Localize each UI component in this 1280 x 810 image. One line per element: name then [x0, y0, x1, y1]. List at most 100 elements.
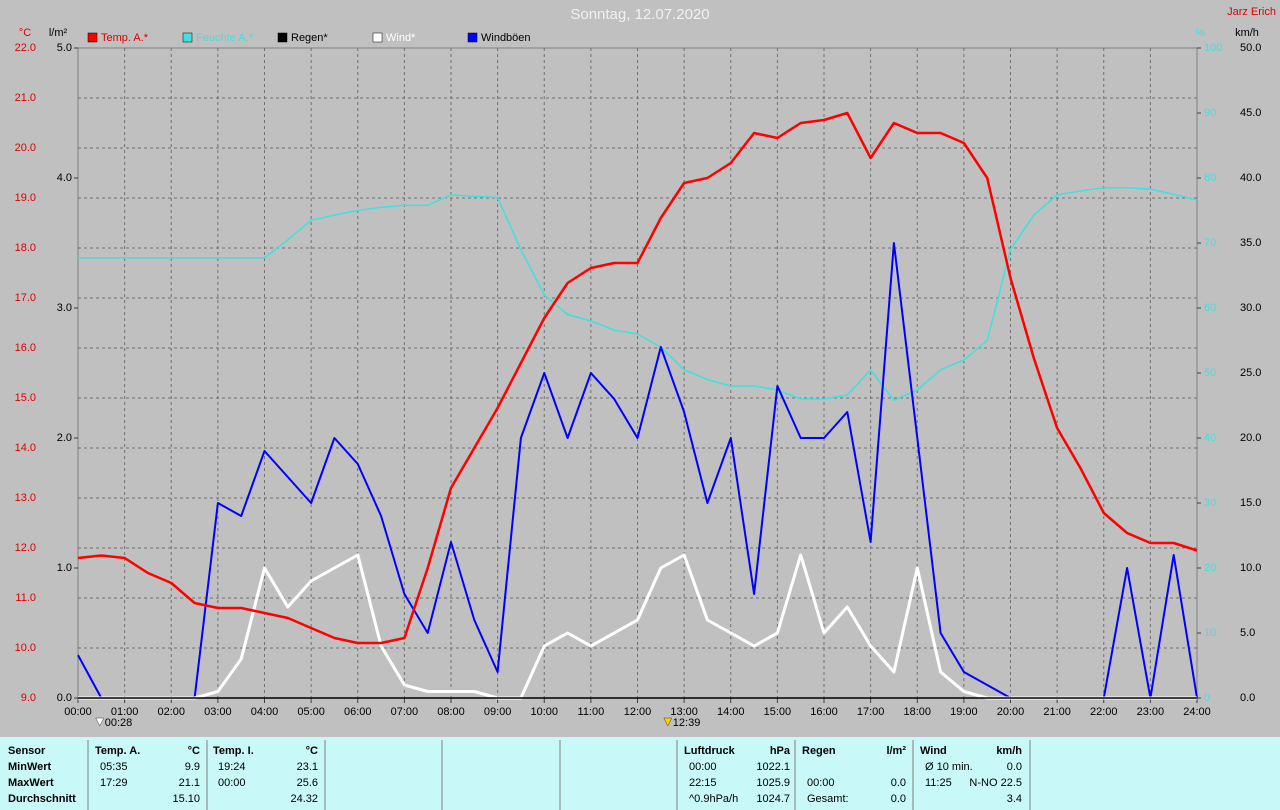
legend-swatch — [87, 32, 98, 43]
block-unit: °C — [188, 745, 200, 757]
x-tick-label: 05:00 — [297, 706, 325, 718]
y2-tick-label: 3.0 — [57, 302, 72, 314]
y3-tick-label: 50 — [1204, 367, 1216, 379]
y-tick-label: 11.0 — [15, 592, 36, 604]
y-tick-label: 9.0 — [21, 692, 36, 704]
row-label: MaxWert — [8, 777, 54, 789]
x-tick-label: 21:00 — [1043, 706, 1071, 718]
y4-tick-label: 35.0 — [1240, 237, 1261, 249]
stat-time: 11:25 — [925, 777, 952, 789]
legend-swatch — [467, 32, 478, 43]
sun-marker — [663, 717, 673, 727]
y-tick-label: 19.0 — [15, 192, 36, 204]
stat-value: 0.0 — [891, 777, 906, 789]
y3-tick-label: 70 — [1204, 237, 1216, 249]
legend-swatch — [277, 32, 288, 43]
y-tick-label: 22.0 — [15, 42, 36, 54]
x-tick-label: 15:00 — [764, 706, 792, 718]
legend-swatch — [182, 32, 193, 43]
y2-tick-label: 4.0 — [57, 172, 72, 184]
y2-tick-label: 2.0 — [57, 432, 72, 444]
stat-value: 24.32 — [290, 793, 318, 805]
sun-marker — [95, 717, 105, 727]
x-tick-label: 03:00 — [204, 706, 232, 718]
stat-time: 22:15 — [689, 777, 717, 789]
stat-time: Ø 10 min. — [925, 761, 973, 773]
x-tick-label: 22:00 — [1090, 706, 1118, 718]
stat-time: Gesamt: — [807, 793, 849, 805]
block-title: Temp. A. — [95, 745, 140, 757]
series-line — [78, 187, 1198, 402]
y-tick-label: 16.0 — [15, 342, 36, 354]
y-tick-label: 20.0 — [15, 142, 36, 154]
series-line — [77, 111, 1198, 645]
stat-value: 25.6 — [297, 777, 318, 789]
y4-tick-label: 15.0 — [1240, 497, 1261, 509]
x-tick-label: 10:00 — [530, 706, 558, 718]
stat-value: 21.1 — [179, 777, 200, 789]
y3-tick-label: 20 — [1204, 562, 1216, 574]
stat-value: 0.0 — [1007, 761, 1022, 773]
y4-tick-label: 10.0 — [1240, 562, 1261, 574]
y4-tick-label: 30.0 — [1240, 302, 1261, 314]
row-label: Sensor — [8, 745, 46, 757]
y-tick-label: 10.0 — [15, 642, 36, 654]
y4-axis-unit: km/h — [1235, 27, 1259, 39]
y-tick-label: 13.0 — [15, 492, 36, 504]
x-tick-label: 00:00 — [64, 706, 92, 718]
y4-tick-label: 5.0 — [1240, 627, 1255, 639]
y4-tick-label: 25.0 — [1240, 367, 1261, 379]
x-tick-label: 12:00 — [624, 706, 652, 718]
x-tick-label: 19:00 — [950, 706, 978, 718]
legend-label: Windböen — [481, 32, 531, 44]
y4-tick-label: 40.0 — [1240, 172, 1261, 184]
y3-tick-label: 10 — [1204, 627, 1216, 639]
x-tick-label: 02:00 — [157, 706, 185, 718]
y-tick-label: 21.0 — [15, 92, 36, 104]
y3-tick-label: 100 — [1204, 42, 1222, 54]
x-tick-label: 07:00 — [391, 706, 419, 718]
y-tick-label: 17.0 — [15, 292, 36, 304]
x-tick-label: 06:00 — [344, 706, 372, 718]
stat-value: 1025.9 — [756, 777, 790, 789]
author: Jarz Erich — [1227, 6, 1276, 18]
stats-panel — [0, 737, 1280, 810]
x-tick-label: 16:00 — [810, 706, 838, 718]
block-unit: hPa — [770, 745, 791, 757]
x-tick-label: 08:00 — [437, 706, 465, 718]
block-unit: l/m² — [886, 745, 906, 757]
block-unit: °C — [306, 745, 318, 757]
block-title: Regen — [802, 745, 836, 757]
y2-tick-label: 0.0 — [57, 692, 72, 704]
stat-value: 0.0 — [891, 793, 906, 805]
stat-time: 00:00 — [807, 777, 835, 789]
stat-time: 17:29 — [100, 777, 128, 789]
x-tick-label: 09:00 — [484, 706, 512, 718]
stat-value: N-NO 22.5 — [969, 777, 1022, 789]
stat-value: 9.9 — [185, 761, 200, 773]
x-tick-label: 13:00 — [670, 706, 698, 718]
stat-value: 1022.1 — [756, 761, 790, 773]
y4-tick-label: 0.0 — [1240, 692, 1255, 704]
y3-tick-label: 90 — [1204, 107, 1216, 119]
stat-time: 00:00 — [218, 777, 246, 789]
stat-time: 00:00 — [689, 761, 717, 773]
y3-axis-unit: % — [1195, 27, 1205, 39]
y-axis-unit: °C — [19, 27, 31, 39]
block-unit: km/h — [996, 745, 1022, 757]
sun-label: 00:28 — [105, 717, 133, 729]
x-tick-label: 18:00 — [903, 706, 931, 718]
x-tick-label: 04:00 — [251, 706, 279, 718]
row-label: Durchschnitt — [8, 793, 76, 805]
stat-time: 19:24 — [218, 761, 246, 773]
x-tick-label: 23:00 — [1137, 706, 1165, 718]
y-tick-label: 18.0 — [15, 242, 36, 254]
y4-tick-label: 20.0 — [1240, 432, 1261, 444]
row-label: MinWert — [8, 761, 52, 773]
y-tick-label: 12.0 — [15, 542, 36, 554]
legend-label: Temp. A.* — [101, 32, 149, 44]
y3-tick-label: 40 — [1204, 432, 1216, 444]
y-tick-label: 14.0 — [15, 442, 36, 454]
